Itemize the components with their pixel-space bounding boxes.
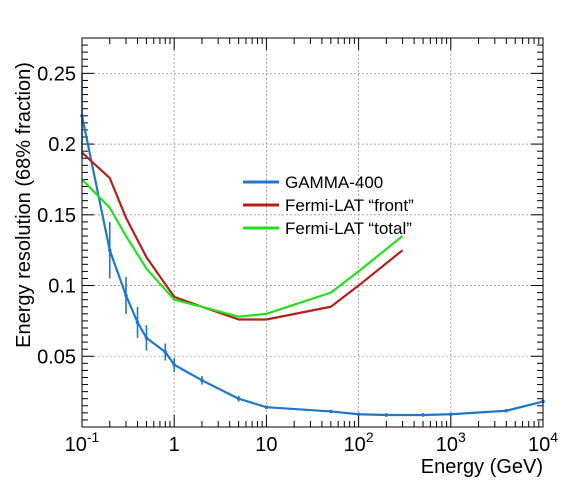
data-point bbox=[172, 362, 176, 367]
series-line-fermi-lat-total bbox=[81, 178, 404, 318]
data-point bbox=[421, 413, 425, 417]
data-point bbox=[264, 405, 269, 409]
x-axis-title: Energy (GeV) bbox=[421, 456, 543, 478]
legend-label-gamma-400: GAMMA-400 bbox=[285, 173, 383, 192]
x-tick-label: 102 bbox=[344, 429, 374, 456]
data-point bbox=[384, 413, 389, 417]
data-point bbox=[356, 412, 361, 417]
x-tick-exponent: -1 bbox=[87, 429, 100, 445]
plot-background bbox=[82, 38, 543, 427]
x-tick-exponent: 4 bbox=[550, 429, 558, 445]
x-tick-exponent: 3 bbox=[458, 429, 466, 445]
x-tick-label: 103 bbox=[436, 429, 466, 456]
data-point bbox=[163, 350, 168, 354]
y-tick-label: 0.1 bbox=[48, 276, 76, 298]
data-point bbox=[504, 408, 509, 413]
x-tick-exponent: 2 bbox=[366, 429, 374, 445]
data-point bbox=[107, 248, 112, 252]
x-tick-label: 10 bbox=[255, 434, 277, 456]
x-tick-label: 10-1 bbox=[65, 429, 100, 456]
data-point bbox=[135, 320, 140, 325]
legend: GAMMA-400 Fermi-LAT “front” Fermi-LAT “tot… bbox=[243, 173, 414, 238]
y-tick-label: 0.2 bbox=[48, 134, 76, 156]
data-point bbox=[236, 396, 241, 401]
x-tick-label: 1 bbox=[169, 434, 180, 456]
x-tick-base: 10 bbox=[255, 434, 277, 456]
y-tick-label: 0.25 bbox=[37, 63, 76, 85]
x-tick-base: 1 bbox=[169, 434, 180, 456]
data-point bbox=[329, 409, 333, 414]
y-axis-title: Energy resolution (68% fraction) bbox=[13, 62, 35, 348]
x-tick-base: 10 bbox=[436, 434, 458, 456]
data-point bbox=[124, 293, 128, 298]
data-point bbox=[200, 378, 204, 383]
x-tick-base: 10 bbox=[65, 434, 87, 456]
data-point bbox=[144, 336, 149, 340]
legend-label-fermi-lat-front: Fermi-LAT “front” bbox=[285, 196, 414, 215]
x-tick-base: 10 bbox=[344, 434, 366, 456]
data-point bbox=[449, 412, 453, 417]
x-tick-base: 10 bbox=[528, 434, 550, 456]
grid bbox=[82, 38, 543, 427]
y-tick-label: 0.05 bbox=[37, 346, 76, 368]
plot-frame bbox=[81, 37, 544, 428]
x-tick-label: 104 bbox=[528, 429, 558, 456]
y-tick-label: 0.15 bbox=[37, 205, 76, 227]
legend-label-fermi-lat-total: Fermi-LAT “total” bbox=[285, 219, 412, 238]
